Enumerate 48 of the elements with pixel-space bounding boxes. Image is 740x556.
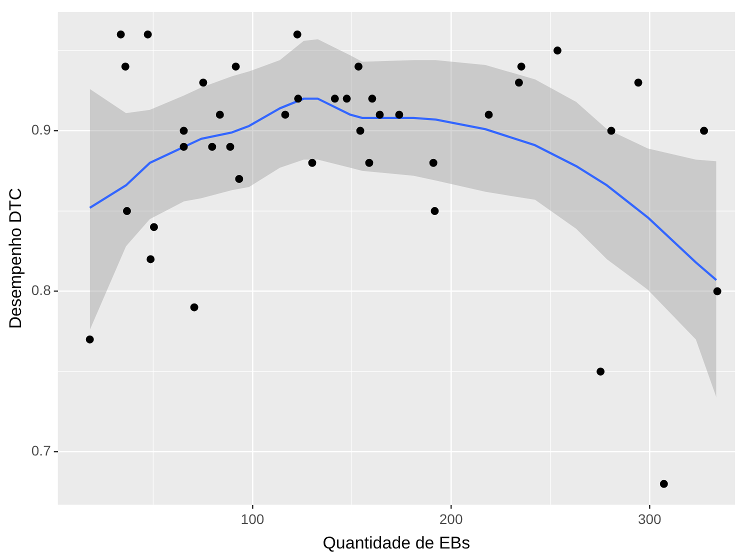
- point: [180, 126, 188, 135]
- point: [144, 30, 152, 38]
- point: [553, 46, 562, 55]
- point: [429, 158, 438, 167]
- y-axis-title: Desempenho DTC: [6, 188, 25, 329]
- point: [356, 126, 364, 135]
- point: [395, 110, 404, 119]
- point: [700, 126, 708, 135]
- point: [430, 207, 439, 216]
- x-tick-label: 100: [240, 511, 264, 528]
- point: [122, 207, 131, 216]
- point: [180, 142, 188, 151]
- point: [660, 480, 668, 488]
- point: [121, 62, 130, 71]
- y-tick-label: 0.9: [31, 122, 52, 138]
- x-tick-label: 200: [439, 511, 463, 528]
- point: [281, 110, 290, 119]
- point: [354, 62, 363, 71]
- point: [607, 126, 616, 135]
- point: [226, 142, 234, 151]
- x-tick-label: 300: [638, 511, 662, 528]
- point: [86, 335, 94, 344]
- y-tick-label: 0.7: [31, 442, 52, 459]
- point: [596, 368, 605, 376]
- point: [150, 223, 158, 232]
- point: [146, 255, 155, 264]
- point: [634, 78, 642, 87]
- point: [713, 287, 722, 296]
- point: [190, 303, 198, 312]
- point: [216, 110, 224, 119]
- y-tick-label: 0.8: [31, 282, 52, 298]
- point: [514, 78, 523, 87]
- point: [330, 94, 339, 103]
- point: [232, 62, 240, 71]
- point: [308, 158, 316, 167]
- x-axis-title: Quantidade de EBs: [322, 533, 470, 552]
- point: [365, 158, 374, 167]
- point: [368, 94, 376, 103]
- point: [116, 30, 125, 38]
- point: [293, 30, 302, 38]
- point: [342, 94, 351, 103]
- point: [235, 174, 244, 183]
- point: [208, 142, 216, 151]
- point: [199, 78, 208, 87]
- point: [376, 110, 384, 119]
- point: [484, 110, 493, 119]
- point: [517, 62, 526, 71]
- point: [294, 94, 302, 103]
